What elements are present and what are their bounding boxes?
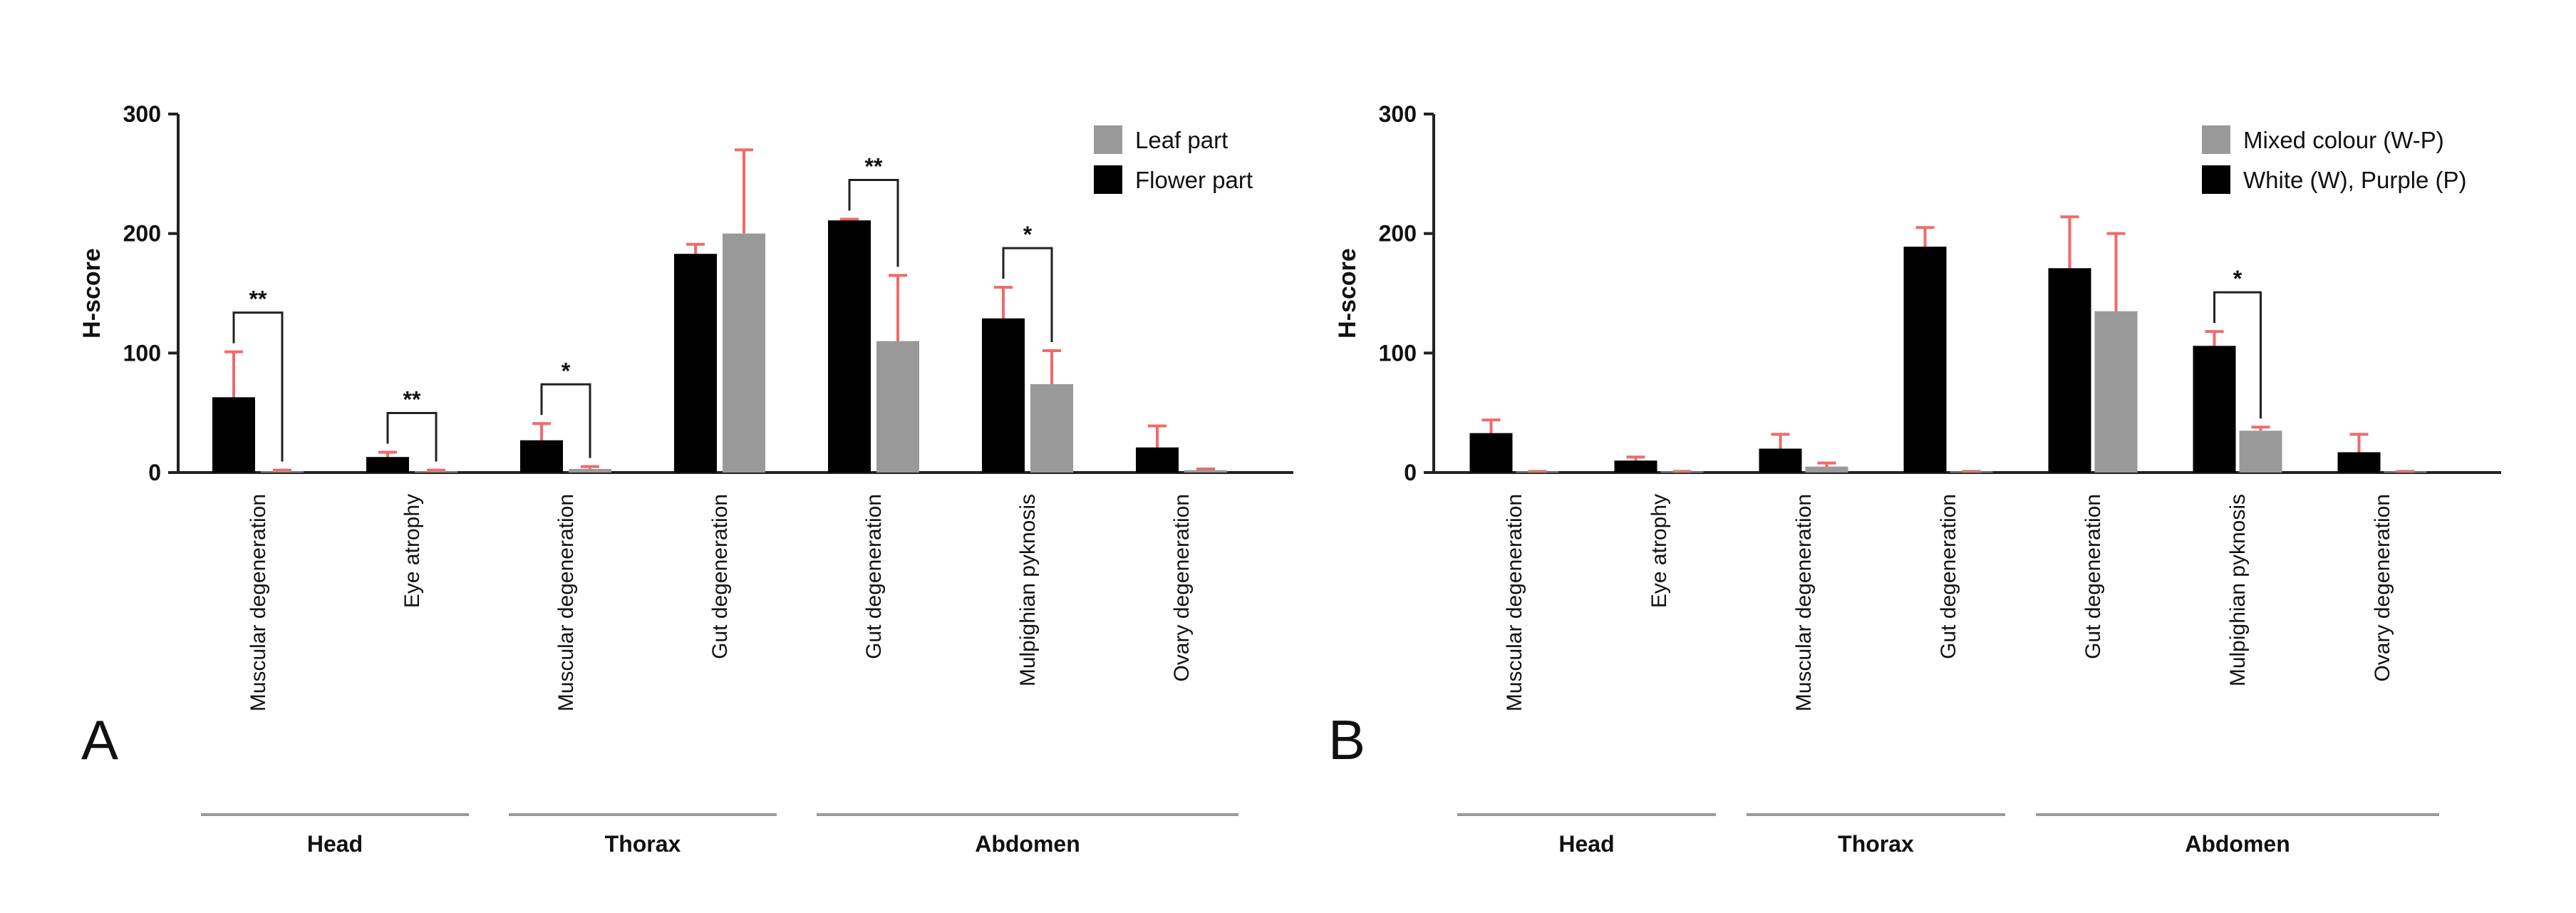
bar: [1614, 460, 1657, 473]
significance-bracket: [1002, 247, 1053, 342]
bar: [828, 220, 871, 473]
bar: [876, 341, 919, 473]
legend-swatch: [2202, 125, 2230, 154]
significance-bracket: [848, 179, 899, 267]
significance-label: **: [403, 386, 421, 412]
legend-swatch: [1094, 125, 1122, 154]
y-tick-label: 100: [123, 340, 161, 366]
bar: [2193, 346, 2236, 473]
bar: [1030, 383, 1073, 473]
significance-label: *: [2233, 266, 2243, 292]
bar: [1184, 470, 1227, 473]
legend-label: Leaf part: [1135, 127, 1228, 153]
significance-label: **: [249, 287, 267, 312]
category-label: Mulpighian pyknosis: [2226, 494, 2250, 686]
group-label: Abdomen: [975, 831, 1080, 857]
significance-bracket: [232, 311, 284, 462]
significance-label: *: [562, 358, 571, 383]
category-label: Gut degeneration: [2081, 494, 2105, 659]
group-label: Head: [307, 831, 363, 857]
bar: [1805, 466, 1848, 473]
category-label: Muscular degeneration: [247, 494, 270, 711]
category-label: Gut degeneration: [1937, 494, 1960, 659]
panel-label: B: [1328, 708, 1365, 771]
y-axis-label: H-score: [1334, 248, 1361, 339]
bar: [1469, 433, 1513, 473]
category-label: Muscular degeneration: [554, 494, 578, 711]
significance-label: **: [865, 154, 883, 180]
y-axis-label: H-score: [78, 248, 105, 339]
y-tick-label: 200: [1379, 221, 1417, 247]
bar: [1660, 471, 1704, 473]
category-label: Gut degeneration: [862, 494, 886, 659]
bar: [982, 318, 1025, 473]
bar: [2094, 311, 2138, 473]
chart-panel-b: 0 100 200 300 H-score Muscular degeneration Ey…: [1328, 101, 2501, 857]
bar: [1950, 471, 1993, 473]
bar: [2337, 452, 2381, 473]
significance-label: *: [1023, 222, 1033, 247]
chart-panel-a: 0 100 200 300 H-score Muscular degeneration Ey…: [78, 101, 1293, 857]
bar: [1516, 471, 1559, 473]
legend-label: Mixed colour (W-P): [2243, 127, 2444, 153]
y-tick-label: 0: [148, 460, 161, 485]
bar: [1759, 448, 1802, 473]
category-label: Gut degeneration: [708, 494, 732, 659]
group-label: Head: [1558, 831, 1614, 857]
y-tick-label: 100: [1379, 340, 1417, 366]
panel-label: A: [81, 708, 118, 771]
group-label: Thorax: [1838, 831, 1914, 857]
bar: [520, 440, 563, 473]
group-label: Abdomen: [2185, 831, 2290, 857]
significance-bracket: [540, 383, 591, 458]
category-label: Eye atrophy: [1647, 494, 1671, 608]
legend-swatch: [2202, 165, 2230, 194]
bar: [212, 397, 255, 473]
y-tick-label: 300: [123, 101, 161, 127]
y-tick-label: 0: [1404, 460, 1417, 485]
category-label: Mulpighian pyknosis: [1016, 494, 1040, 686]
bar: [261, 471, 304, 473]
significance-bracket: [386, 411, 438, 462]
bar: [674, 254, 717, 473]
y-tick-label: 300: [1379, 101, 1417, 127]
legend-label: White (W), Purple (P): [2243, 167, 2467, 193]
category-label: Muscular degeneration: [1792, 494, 1816, 711]
category-label: Muscular degeneration: [1503, 494, 1526, 711]
legend-label: Flower part: [1135, 167, 1253, 193]
bar: [1136, 447, 1179, 473]
category-label: Eye atrophy: [400, 494, 424, 608]
category-label: Ovary degeneration: [2371, 494, 2394, 682]
bar: [2239, 430, 2282, 473]
bar: [723, 233, 765, 473]
bar: [415, 471, 457, 473]
bar: [2384, 471, 2427, 473]
bar: [2048, 268, 2091, 473]
bar: [1903, 247, 1947, 473]
bar: [366, 457, 409, 473]
category-label: Ovary degeneration: [1170, 494, 1194, 682]
y-tick-label: 200: [123, 221, 161, 247]
significance-bracket: [2213, 291, 2262, 419]
bar: [569, 468, 611, 473]
legend-swatch: [1094, 165, 1122, 194]
group-label: Thorax: [605, 831, 681, 857]
